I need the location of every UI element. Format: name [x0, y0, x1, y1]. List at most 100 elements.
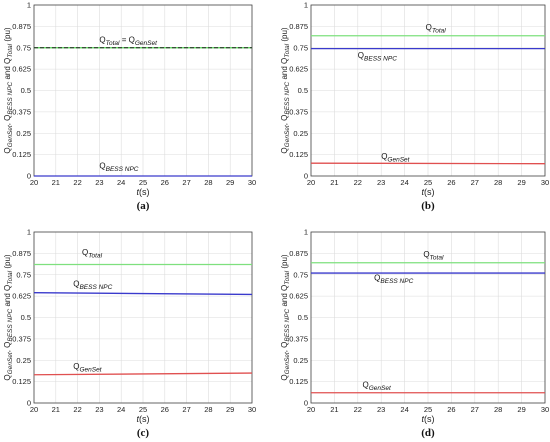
x-axis-label: t(s) — [421, 187, 434, 197]
x-label-var: t — [136, 187, 139, 197]
x-tick-label: 21 — [330, 405, 338, 414]
chart-panel-d: 20 21 22 23 24 25 26 27 28 29 30 0 0.125 0.25 0.375 0.5… — [280, 228, 549, 440]
x-tick-label: 26 — [161, 178, 169, 187]
annotation-text: Q — [73, 362, 79, 371]
annotation-subscript: Total — [88, 253, 102, 260]
y-tick-label: 0.375 — [12, 107, 31, 116]
y-label-text: (pu) — [3, 254, 12, 271]
annotation-subscript: GenSet — [135, 40, 158, 47]
y-label-text: , Q — [3, 115, 12, 126]
y-tick-label: 0 — [27, 172, 31, 181]
x-tick-label: 22 — [354, 178, 362, 187]
y-label-subscript: Total — [7, 270, 14, 284]
y-tick-label: 0.375 — [12, 334, 31, 343]
annotation-subscript: BESS NPC — [79, 284, 112, 291]
y-tick-label: 0.875 — [289, 249, 308, 258]
series-annotation: QTotal — [82, 248, 103, 260]
x-tick-label: 28 — [204, 178, 212, 187]
x-tick-label: 29 — [517, 178, 525, 187]
x-tick-label: 29 — [517, 405, 525, 414]
y-tick-label: 0.75 — [293, 270, 308, 279]
x-tick-label: 27 — [471, 178, 479, 187]
x-label-unit: (s) — [139, 414, 150, 424]
y-tick-label: 0.5 — [298, 313, 308, 322]
x-tick-label: 26 — [447, 178, 455, 187]
y-tick-label: 0.5 — [21, 313, 31, 322]
x-tick-label: 23 — [377, 178, 385, 187]
annotation-subscript: GenSet — [79, 366, 102, 373]
y-label-subscript: Total — [284, 270, 291, 284]
y-tick-label: 0.125 — [12, 377, 31, 386]
annotation-subscript: GenSet — [387, 156, 410, 163]
y-label-text: (pu) — [280, 27, 289, 44]
series-annotation: QBESS NPC — [358, 51, 397, 63]
x-tick-label: 30 — [248, 405, 256, 414]
x-tick-label: 20 — [30, 405, 38, 414]
annotation-subscript: Total — [432, 27, 446, 34]
annotation-text: Q — [423, 250, 429, 259]
series-annotation: QBESS NPC — [99, 161, 138, 173]
annotation-text: Q — [73, 280, 79, 289]
y-tick-label: 0.75 — [293, 43, 308, 52]
y-label-text: Q — [3, 374, 12, 380]
x-label-unit: (s) — [139, 187, 150, 197]
y-tick-label: 0.625 — [12, 65, 31, 74]
x-label-unit: (s) — [424, 187, 435, 197]
y-tick-label: 1 — [304, 1, 308, 10]
series-annotation: QGenSet — [73, 362, 102, 374]
chart-panel-b: 20 21 22 23 24 25 26 27 28 29 30 0 0.125 0.25 0.375 0.5… — [280, 1, 549, 213]
x-label-var: t — [421, 187, 424, 197]
x-tick-label: 30 — [248, 178, 256, 187]
y-tick-label: 1 — [27, 228, 31, 237]
y-label-subscript: BESS NPC — [284, 81, 291, 114]
x-tick-label: 27 — [182, 178, 190, 187]
x-tick-label: 28 — [494, 405, 502, 414]
annotation-subscript: BESS NPC — [380, 278, 413, 285]
annotation-text: Q — [99, 161, 105, 170]
x-tick-label: 24 — [400, 178, 408, 187]
x-tick-label: 23 — [95, 178, 103, 187]
y-label-text: Q — [280, 147, 289, 153]
annotation-subscript: BESS NPC — [364, 56, 397, 63]
annotation-text: Q — [99, 36, 105, 45]
y-tick-label: 0.25 — [293, 356, 308, 365]
annotation-text: Q — [129, 36, 135, 45]
x-label-var: t — [421, 414, 424, 424]
annotation-text: Q — [381, 152, 387, 161]
x-tick-label: 25 — [139, 405, 147, 414]
series-annotation: QTotal = QGenSet — [99, 36, 158, 48]
y-label-subscript: GenSet — [7, 124, 14, 147]
y-tick-label: 1 — [27, 1, 31, 10]
y-tick-label: 0.125 — [12, 150, 31, 159]
y-label-text: and Q — [280, 285, 289, 309]
annotation-subscript: Total — [430, 254, 444, 261]
y-tick-label: 0.5 — [21, 86, 31, 95]
x-tick-label: 26 — [447, 405, 455, 414]
x-axis-label: t(s) — [136, 414, 149, 424]
x-tick-label: 25 — [424, 178, 432, 187]
annotation-text: Q — [362, 381, 368, 390]
x-tick-label: 22 — [354, 405, 362, 414]
series-annotation: QGenSet — [381, 152, 410, 164]
x-tick-label: 20 — [307, 178, 315, 187]
x-tick-label: 23 — [377, 405, 385, 414]
y-label-subscript: GenSet — [284, 351, 291, 374]
chart-panel-a: 20 21 22 23 24 25 26 27 28 29 30 0 0.125 0.25 0.375 0.5… — [3, 1, 256, 213]
series-annotation: QGenSet — [362, 381, 391, 393]
y-tick-label: 0.875 — [12, 22, 31, 31]
y-label-text: , Q — [280, 115, 289, 126]
series-line-q-genset — [310, 162, 546, 165]
x-tick-label: 23 — [95, 405, 103, 414]
x-tick-label: 29 — [226, 178, 234, 187]
annotation-text: Q — [374, 274, 380, 283]
y-axis-label: QGenSet, QBESS NPC and QTotal (pu) — [3, 254, 14, 380]
y-tick-label: 0.75 — [16, 270, 31, 279]
x-tick-label: 21 — [52, 178, 60, 187]
panel-caption: (a) — [137, 200, 150, 212]
x-tick-label: 24 — [117, 405, 125, 414]
x-tick-label: 30 — [541, 405, 549, 414]
y-tick-label: 0.25 — [16, 356, 31, 365]
x-tick-label: 24 — [400, 405, 408, 414]
annotation-subscript: Total — [106, 40, 120, 47]
y-axis-label: QGenSet, QBESS NPC and QTotal (pu) — [280, 254, 291, 380]
